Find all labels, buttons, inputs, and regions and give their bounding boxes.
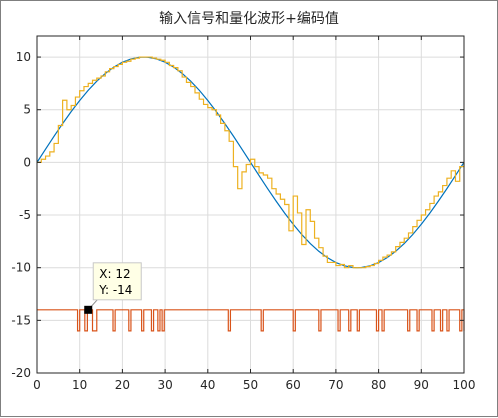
y-tick-label: -5 <box>19 208 31 222</box>
code-series-line <box>37 309 465 332</box>
x-tick-label: 70 <box>328 378 343 392</box>
datatip-box[interactable] <box>92 262 142 301</box>
x-tick-label: 30 <box>157 378 172 392</box>
x-tick-label: 100 <box>453 378 476 392</box>
x-tick-label: 50 <box>243 378 258 392</box>
tick-labels: 0 10 20 30 40 50 60 70 80 90 100 -20 -15 -10 -5 0 5 10 <box>11 50 475 392</box>
y-tick-label: -10 <box>11 261 31 275</box>
annotations[interactable]: X: 12 Y: -14 <box>84 262 142 314</box>
series-layer <box>36 56 465 332</box>
datatip-x-label: X: 12 <box>99 267 130 281</box>
tick-marks <box>36 36 465 374</box>
y-tick-label: 10 <box>16 50 31 64</box>
x-tick-label: 60 <box>286 378 301 392</box>
y-tick-label: 0 <box>23 155 31 169</box>
x-tick-label: 90 <box>414 378 429 392</box>
chart-title: 输入信号和量化波形+编码值 <box>159 11 339 27</box>
datatip-y-label: Y: -14 <box>98 283 132 297</box>
y-tick-label: 5 <box>23 103 31 117</box>
x-tick-label: 10 <box>72 378 87 392</box>
x-tick-label: 20 <box>115 378 130 392</box>
datatip-marker[interactable] <box>84 305 93 314</box>
x-tick-label: 40 <box>200 378 215 392</box>
x-tick-label: 80 <box>371 378 386 392</box>
quantized-series-line <box>37 56 465 269</box>
y-tick-label: -15 <box>11 313 31 327</box>
y-tick-label: -20 <box>11 366 31 380</box>
x-tick-label: 0 <box>33 378 41 392</box>
